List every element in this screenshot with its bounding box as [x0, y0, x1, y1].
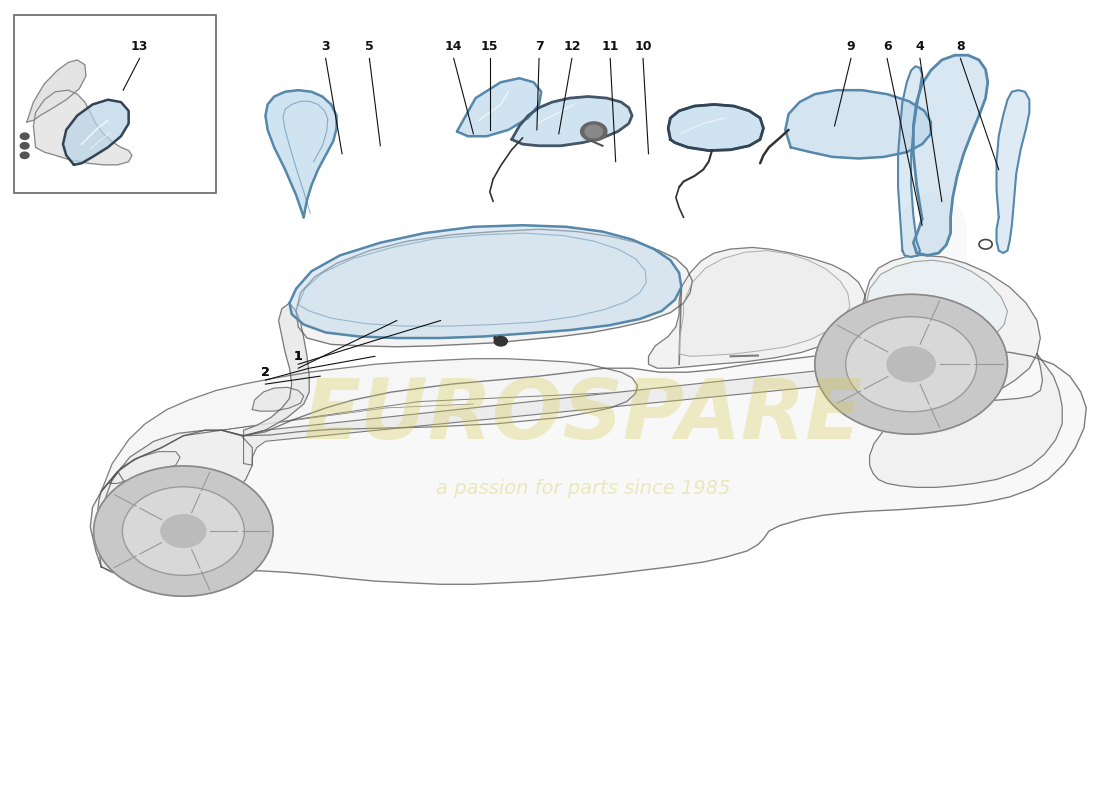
Circle shape: [815, 294, 1008, 434]
Text: 4: 4: [915, 40, 924, 53]
Text: 14: 14: [444, 40, 462, 53]
Circle shape: [20, 152, 29, 158]
Circle shape: [20, 142, 29, 149]
Circle shape: [887, 346, 935, 382]
Text: 1: 1: [294, 350, 302, 363]
Circle shape: [846, 317, 977, 412]
Circle shape: [585, 125, 603, 138]
Text: 6: 6: [883, 40, 891, 53]
Circle shape: [494, 337, 507, 346]
Polygon shape: [861, 260, 1008, 356]
Text: a passion for parts since 1985: a passion for parts since 1985: [436, 479, 730, 498]
Text: 5: 5: [365, 40, 374, 53]
Polygon shape: [243, 303, 309, 436]
Circle shape: [161, 514, 206, 547]
Polygon shape: [103, 430, 252, 571]
Polygon shape: [870, 354, 1063, 487]
Polygon shape: [846, 255, 1041, 410]
FancyBboxPatch shape: [13, 14, 217, 194]
Text: 13: 13: [131, 40, 149, 53]
Polygon shape: [101, 358, 638, 491]
Polygon shape: [913, 55, 988, 255]
Polygon shape: [96, 471, 143, 571]
Circle shape: [122, 486, 244, 575]
Polygon shape: [63, 100, 129, 165]
Text: 11: 11: [602, 40, 619, 53]
Polygon shape: [826, 303, 961, 410]
Polygon shape: [649, 247, 866, 368]
Text: 7: 7: [535, 40, 543, 53]
Polygon shape: [997, 90, 1030, 253]
Polygon shape: [289, 226, 681, 338]
Text: 3: 3: [321, 40, 330, 53]
Circle shape: [94, 466, 273, 596]
Polygon shape: [110, 452, 180, 483]
Polygon shape: [33, 90, 132, 165]
Polygon shape: [679, 250, 850, 356]
Text: 15: 15: [481, 40, 498, 53]
Polygon shape: [456, 78, 541, 136]
Polygon shape: [900, 194, 966, 297]
Polygon shape: [26, 60, 86, 122]
Text: 1: 1: [294, 350, 302, 363]
Polygon shape: [90, 352, 1087, 584]
Polygon shape: [668, 105, 763, 150]
Text: EUROSPARE: EUROSPARE: [304, 375, 862, 456]
Text: 10: 10: [635, 40, 652, 53]
Polygon shape: [512, 97, 632, 146]
Polygon shape: [296, 229, 692, 346]
Text: 12: 12: [563, 40, 581, 53]
Polygon shape: [243, 362, 946, 465]
Polygon shape: [785, 90, 931, 158]
Polygon shape: [898, 66, 922, 257]
Polygon shape: [252, 387, 304, 411]
Polygon shape: [265, 90, 337, 218]
Circle shape: [581, 122, 607, 141]
Circle shape: [20, 133, 29, 139]
Text: 2: 2: [261, 366, 270, 378]
Text: 9: 9: [847, 40, 856, 53]
Text: 2: 2: [261, 366, 270, 378]
Text: 8: 8: [956, 40, 965, 53]
